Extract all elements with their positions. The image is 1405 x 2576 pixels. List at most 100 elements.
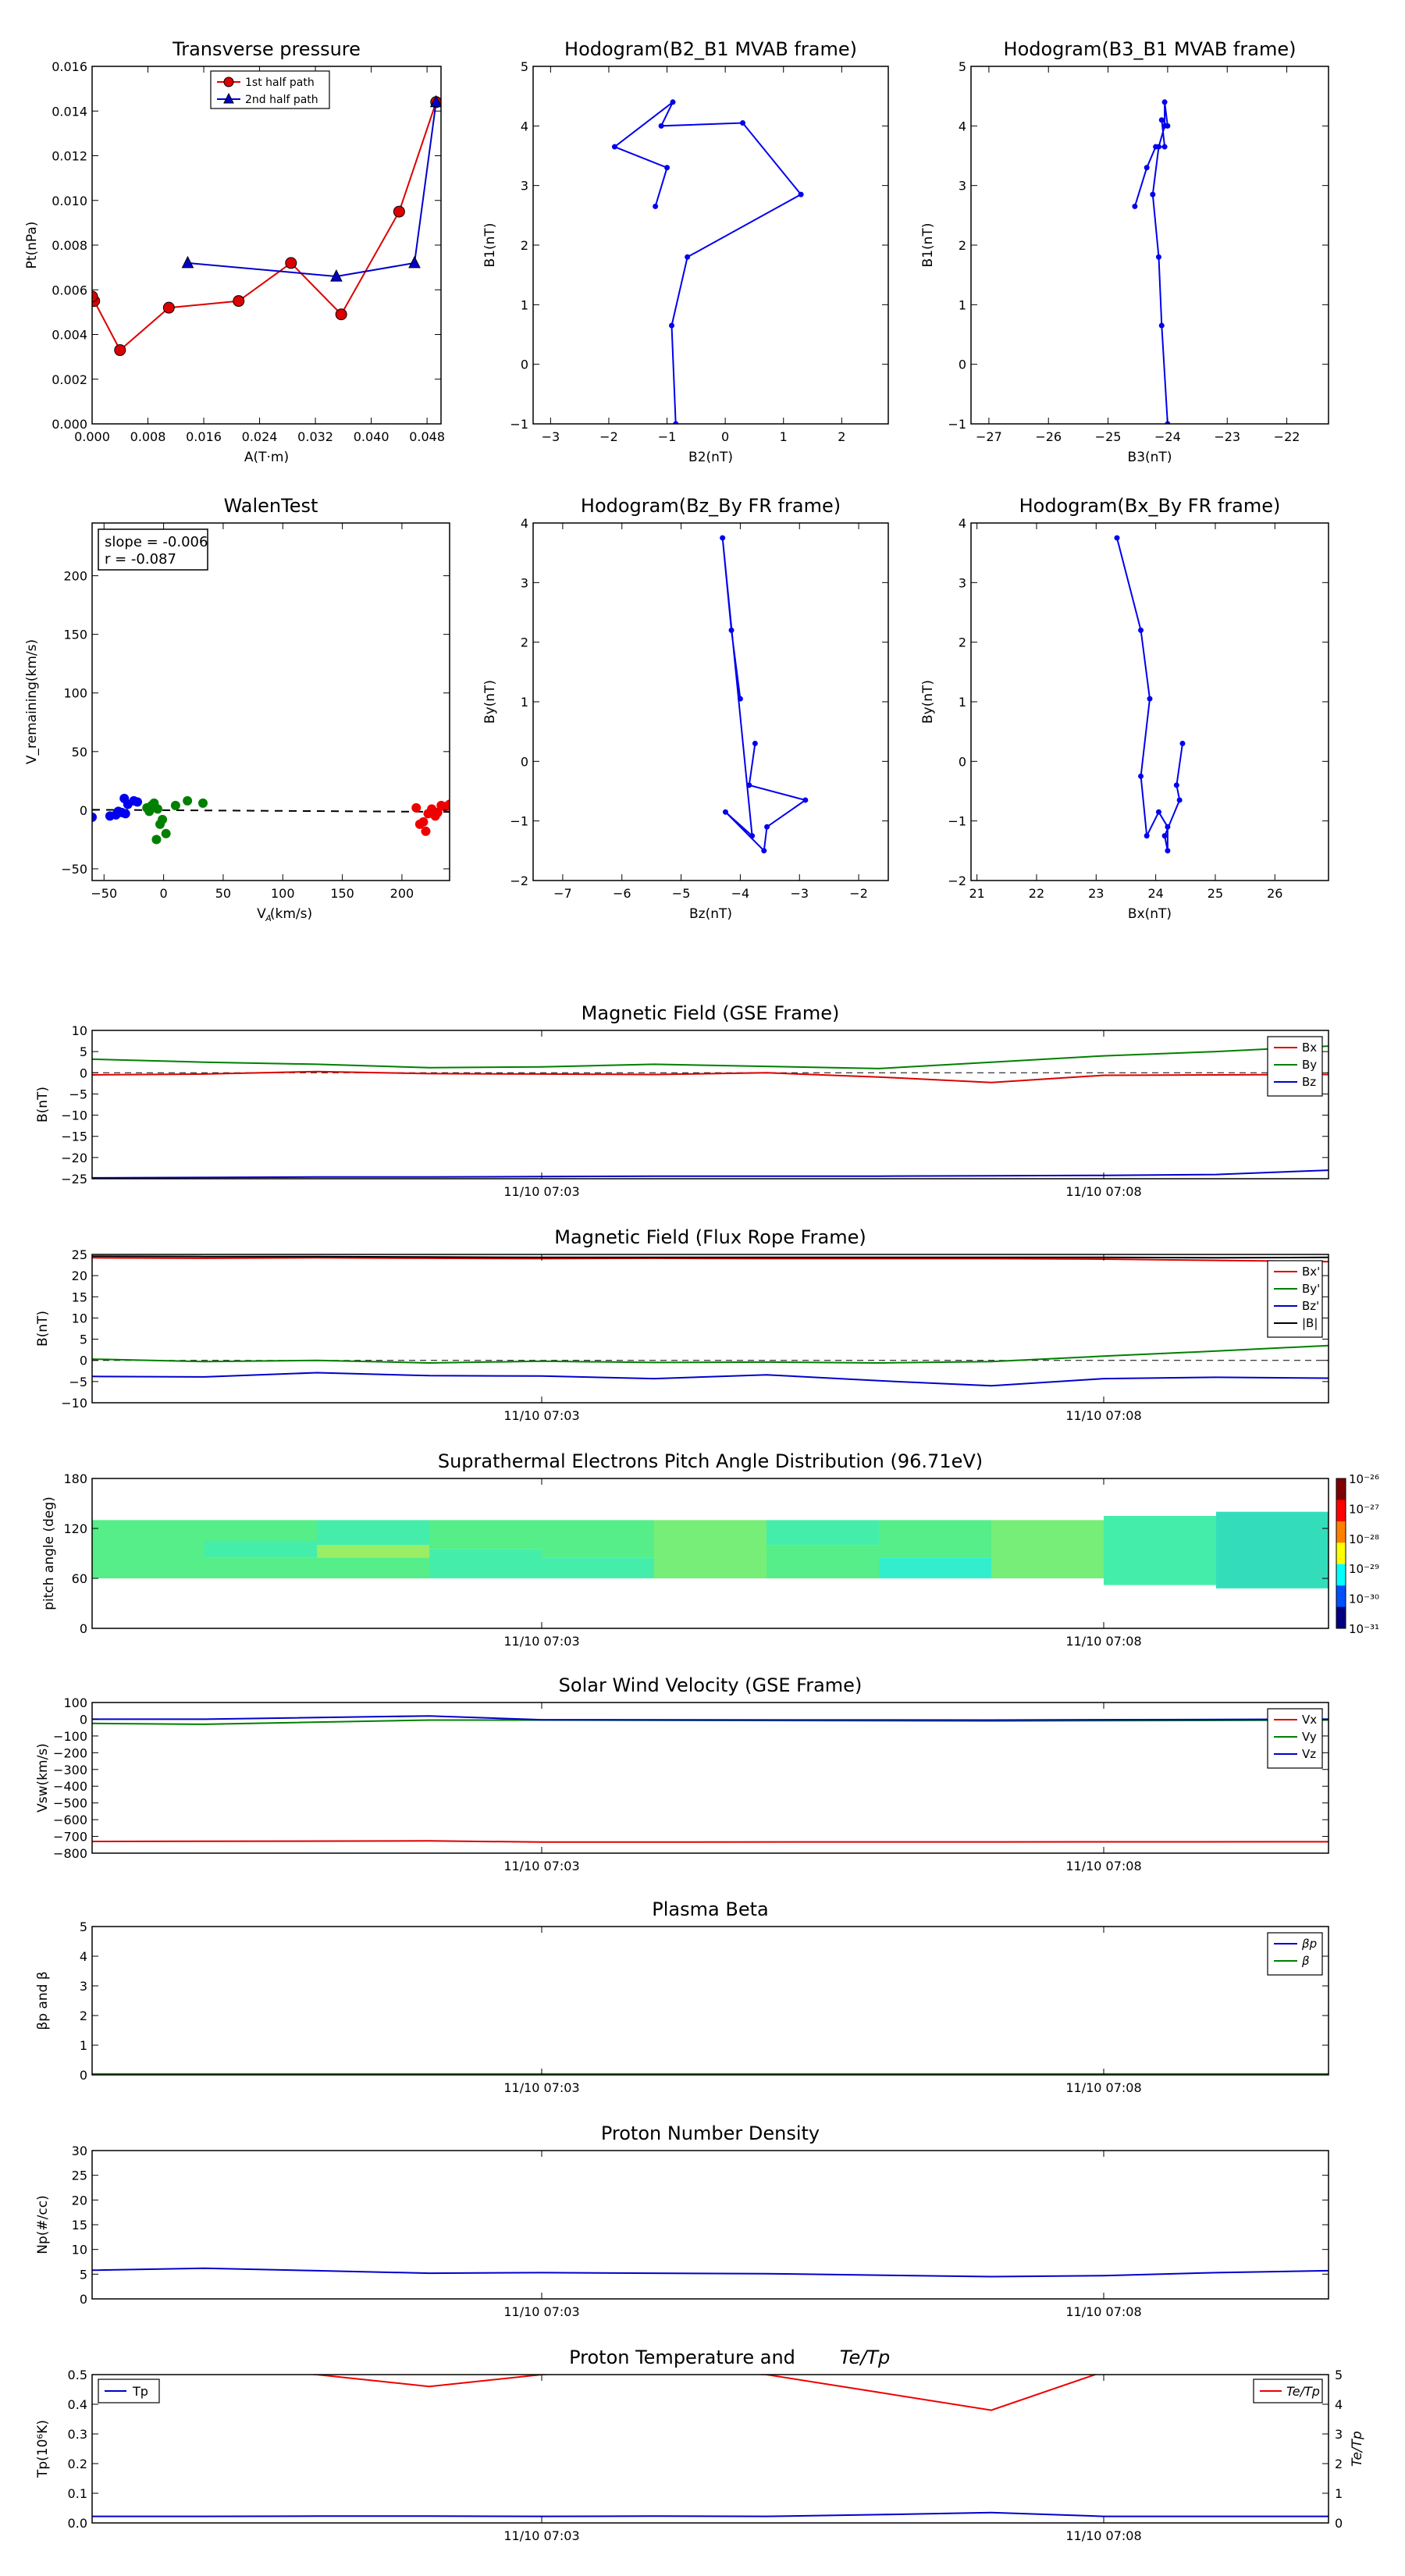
legend-label: Bx' [1302, 1265, 1320, 1279]
y-tick-label: 25 [72, 1247, 87, 1262]
chart-title: Hodogram(Bx_By FR frame) [1019, 495, 1281, 517]
data-point [142, 802, 152, 813]
y-tick-label: −1 [510, 814, 528, 829]
data-point [761, 848, 767, 854]
data-point [1147, 696, 1153, 702]
data-point [335, 308, 347, 321]
data-point [445, 799, 450, 809]
y-tick-label: 3 [521, 575, 528, 590]
x-tick-label: 100 [271, 886, 295, 901]
heatmap-cell [879, 1557, 991, 1578]
axes-frame [91, 1030, 1329, 1179]
y-tick-label: 0 [80, 2292, 87, 2307]
heatmap-cell [767, 1545, 879, 1578]
y-tick-label: 10 [72, 2243, 87, 2258]
y-axis-label: B(nT) [35, 1087, 51, 1123]
y-axis-label: By(nT) [920, 680, 936, 724]
y-axis-label-right: Te/Tp [1350, 2431, 1365, 2467]
series-line-data [1133, 101, 1169, 424]
y-tick-label: 0.014 [52, 104, 87, 119]
data-point [1165, 824, 1171, 830]
y-tick-label: 0 [959, 754, 966, 769]
colorbar-frame [1336, 1478, 1346, 1629]
y-axis-label: V_remaining(km/s) [24, 639, 40, 764]
heatmap-cell [317, 1520, 429, 1546]
x-axis-label: B3(nT) [1128, 450, 1172, 465]
series-line-b [92, 1255, 1329, 1259]
legend-label: βp [1301, 1937, 1317, 1951]
plot-area [92, 1255, 1329, 1387]
colorbar-label: 10⁻³¹ [1349, 1622, 1379, 1636]
x-tick-label: 0.024 [242, 429, 278, 444]
legend-box [1267, 1932, 1323, 1976]
axes-frame [91, 1926, 1329, 2076]
y-tick-label-right: 2 [1335, 2457, 1343, 2471]
axes-frame [970, 66, 1329, 425]
y-tick-label: −100 [53, 1729, 87, 1744]
y-axis-label: B1(nT) [920, 223, 936, 268]
y-tick-label: 0.5 [68, 2368, 87, 2382]
y-tick-label: −15 [61, 1130, 87, 1144]
x-tick-label: 11/10 07:03 [503, 2080, 579, 2095]
data-point [429, 94, 441, 108]
x-tick-label: −27 [976, 429, 1002, 444]
x-axis-label-unit: (km/s) [270, 906, 312, 922]
axes-frame [91, 2150, 1329, 2300]
y-tick-label: 180 [63, 1471, 87, 1486]
y-tick-label: 15 [72, 2218, 87, 2233]
y-tick-label-right: 4 [1335, 2397, 1343, 2412]
x-tick-label: −22 [1274, 429, 1300, 444]
chart-title: Hodogram(B2_B1 MVAB frame) [564, 38, 857, 60]
series-line-2ndhalfpath [187, 101, 437, 278]
y-tick-label: 120 [63, 1521, 87, 1536]
y-tick-label: 0.4 [68, 2397, 87, 2412]
chart-mag_gse: Magnetic Field (GSE Frame) −25 −20 −15 −10 −5… [35, 1002, 1329, 1199]
x-tick-label: 0 [721, 429, 729, 444]
chart-tp: Proton Temperature and Te/Tp 0.0 0.1 0.2 0.3… [35, 2347, 1365, 2543]
plot-area [92, 793, 450, 845]
y-axis-label: Pt(nPa) [24, 222, 40, 269]
x-tick-label: −26 [1035, 429, 1062, 444]
data-point [752, 740, 758, 746]
y-tick-label: −600 [53, 1813, 87, 1827]
data-point [670, 99, 676, 105]
series-line-data [613, 101, 802, 424]
legend-label: β [1301, 1954, 1310, 1968]
y-tick-label: 0.3 [68, 2427, 87, 2442]
data-point [728, 627, 735, 633]
y-tick-label: 1 [959, 695, 966, 710]
colorbar-segment [1336, 1478, 1346, 1500]
y-tick-label-right: 5 [1335, 2368, 1343, 2382]
heatmap-cell [92, 1520, 205, 1578]
plot-area [1114, 535, 1186, 854]
x-tick-label: −25 [1095, 429, 1122, 444]
data-point [1161, 833, 1168, 839]
y-tick-label: −400 [53, 1779, 87, 1794]
data-point [233, 295, 245, 308]
y-tick-label: 0.004 [52, 328, 87, 343]
y-tick-label: −1 [948, 417, 966, 432]
data-point [685, 254, 691, 260]
x-tick-label: 11/10 07:03 [503, 2304, 579, 2319]
x-tick-label: −6 [613, 886, 631, 901]
colorbar-segment [1336, 1606, 1346, 1629]
x-tick-label: 11/10 07:08 [1065, 2080, 1141, 2095]
heatmap-cell [429, 1520, 542, 1550]
data-point [197, 798, 208, 808]
plot-area [1132, 99, 1171, 424]
y-tick-label: 0 [80, 1354, 87, 1368]
series-line-by [92, 1045, 1329, 1069]
series-line-bz [92, 1169, 1329, 1179]
y-tick-label: 5 [80, 1044, 87, 1059]
plot-area [92, 1715, 1329, 1843]
data-point [285, 257, 297, 269]
chart-pad: Suprathermal Electrons Pitch Angle Distr… [41, 1450, 1379, 1649]
y-tick-label: −300 [53, 1763, 87, 1777]
data-point [1165, 123, 1171, 129]
chart-title: Magnetic Field (Flux Rope Frame) [554, 1226, 866, 1248]
data-point [114, 344, 126, 357]
data-point [1155, 254, 1161, 260]
y-tick-label: 5 [521, 59, 528, 74]
legend-label: 1st half path [245, 76, 315, 89]
